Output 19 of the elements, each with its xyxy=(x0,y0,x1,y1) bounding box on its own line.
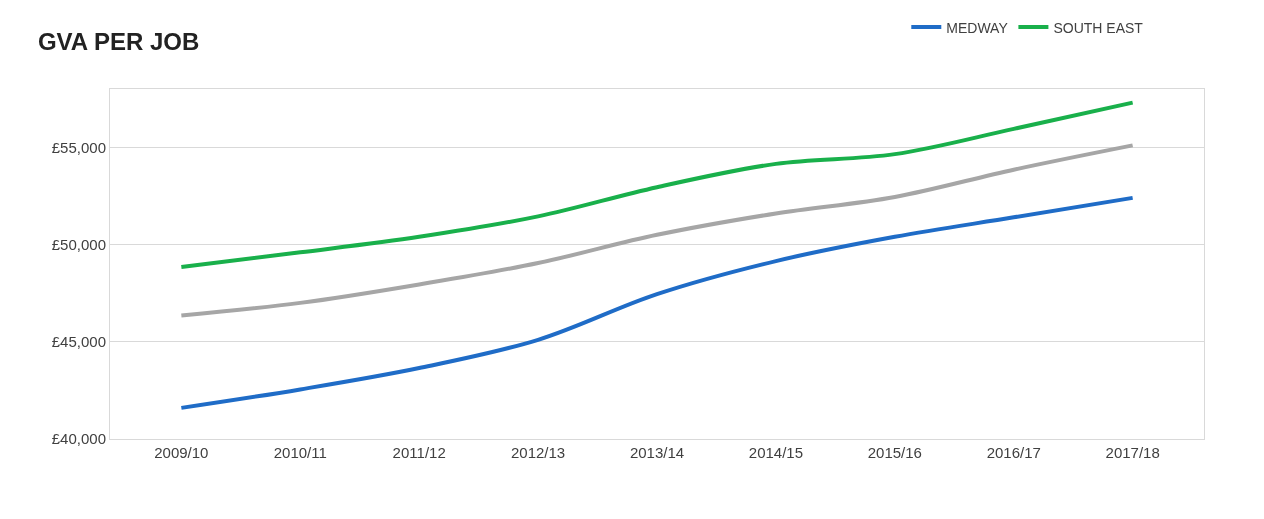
x-tick-label: 2010/11 xyxy=(273,444,327,461)
legend-label: SOUTH EAST xyxy=(1053,19,1144,36)
line-series xyxy=(179,195,1135,410)
line-series xyxy=(179,143,1135,318)
x-tick-label: 2012/13 xyxy=(510,444,566,461)
legend-label: MEDWAY xyxy=(946,19,1009,36)
x-tick-label: 2009/10 xyxy=(154,444,209,461)
y-tick-label: £40,000 xyxy=(51,430,106,448)
y-tick-label: £50,000 xyxy=(51,235,106,253)
x-tick-label: 2017/18 xyxy=(1105,444,1160,461)
x-tick-label: 2013/14 xyxy=(629,444,685,461)
line-series xyxy=(179,100,1135,269)
x-tick-label: 2015/16 xyxy=(867,444,922,461)
y-tick-label: £55,000 xyxy=(51,138,106,156)
x-tick-label: 2011/12 xyxy=(392,444,446,461)
x-tick-label: 2014/15 xyxy=(748,444,804,461)
y-tick-label: £45,000 xyxy=(51,333,106,351)
x-tick-label: 2016/17 xyxy=(986,444,1041,461)
chart-title: GVA PER JOB xyxy=(37,27,200,55)
